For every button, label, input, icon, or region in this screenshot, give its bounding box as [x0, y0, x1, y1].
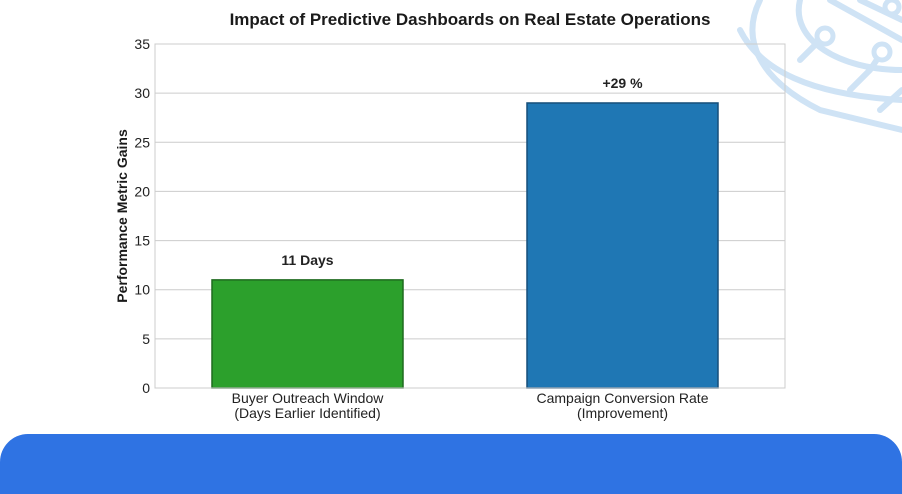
- bars: [211, 102, 719, 389]
- bar-value-label: +29 %: [602, 75, 643, 91]
- x-tick-label: Buyer Outreach Window: [232, 390, 385, 406]
- bar: [211, 279, 404, 389]
- y-axis-ticks: 0 5 10 15 20 25 30 35: [134, 36, 150, 396]
- y-tick-label: 20: [134, 183, 150, 199]
- y-tick-label: 35: [134, 36, 150, 52]
- y-tick-label: 0: [142, 380, 150, 396]
- x-tick-label: Campaign Conversion Rate: [537, 390, 709, 406]
- x-tick-label: (Improvement): [577, 405, 668, 421]
- y-tick-label: 15: [134, 233, 150, 249]
- y-tick-label: 5: [142, 331, 150, 347]
- footer-banner: [0, 434, 902, 494]
- bar-chart: Impact of Predictive Dashboards on Real …: [114, 10, 786, 421]
- bar-value-label: 11 Days: [281, 252, 333, 268]
- y-tick-label: 10: [134, 282, 150, 298]
- x-tick-label: (Days Earlier Identified): [234, 405, 380, 421]
- plot-frame: [154, 43, 786, 389]
- y-tick-label: 30: [134, 85, 150, 101]
- y-axis-label: Performance Metric Gains: [114, 129, 130, 303]
- x-axis-ticks: Buyer Outreach Window(Days Earlier Ident…: [232, 390, 709, 421]
- data-labels: 11 Days +29 %: [281, 75, 643, 268]
- chart-title: Impact of Predictive Dashboards on Real …: [230, 10, 711, 29]
- y-tick-label: 25: [134, 134, 150, 150]
- bar: [526, 102, 719, 389]
